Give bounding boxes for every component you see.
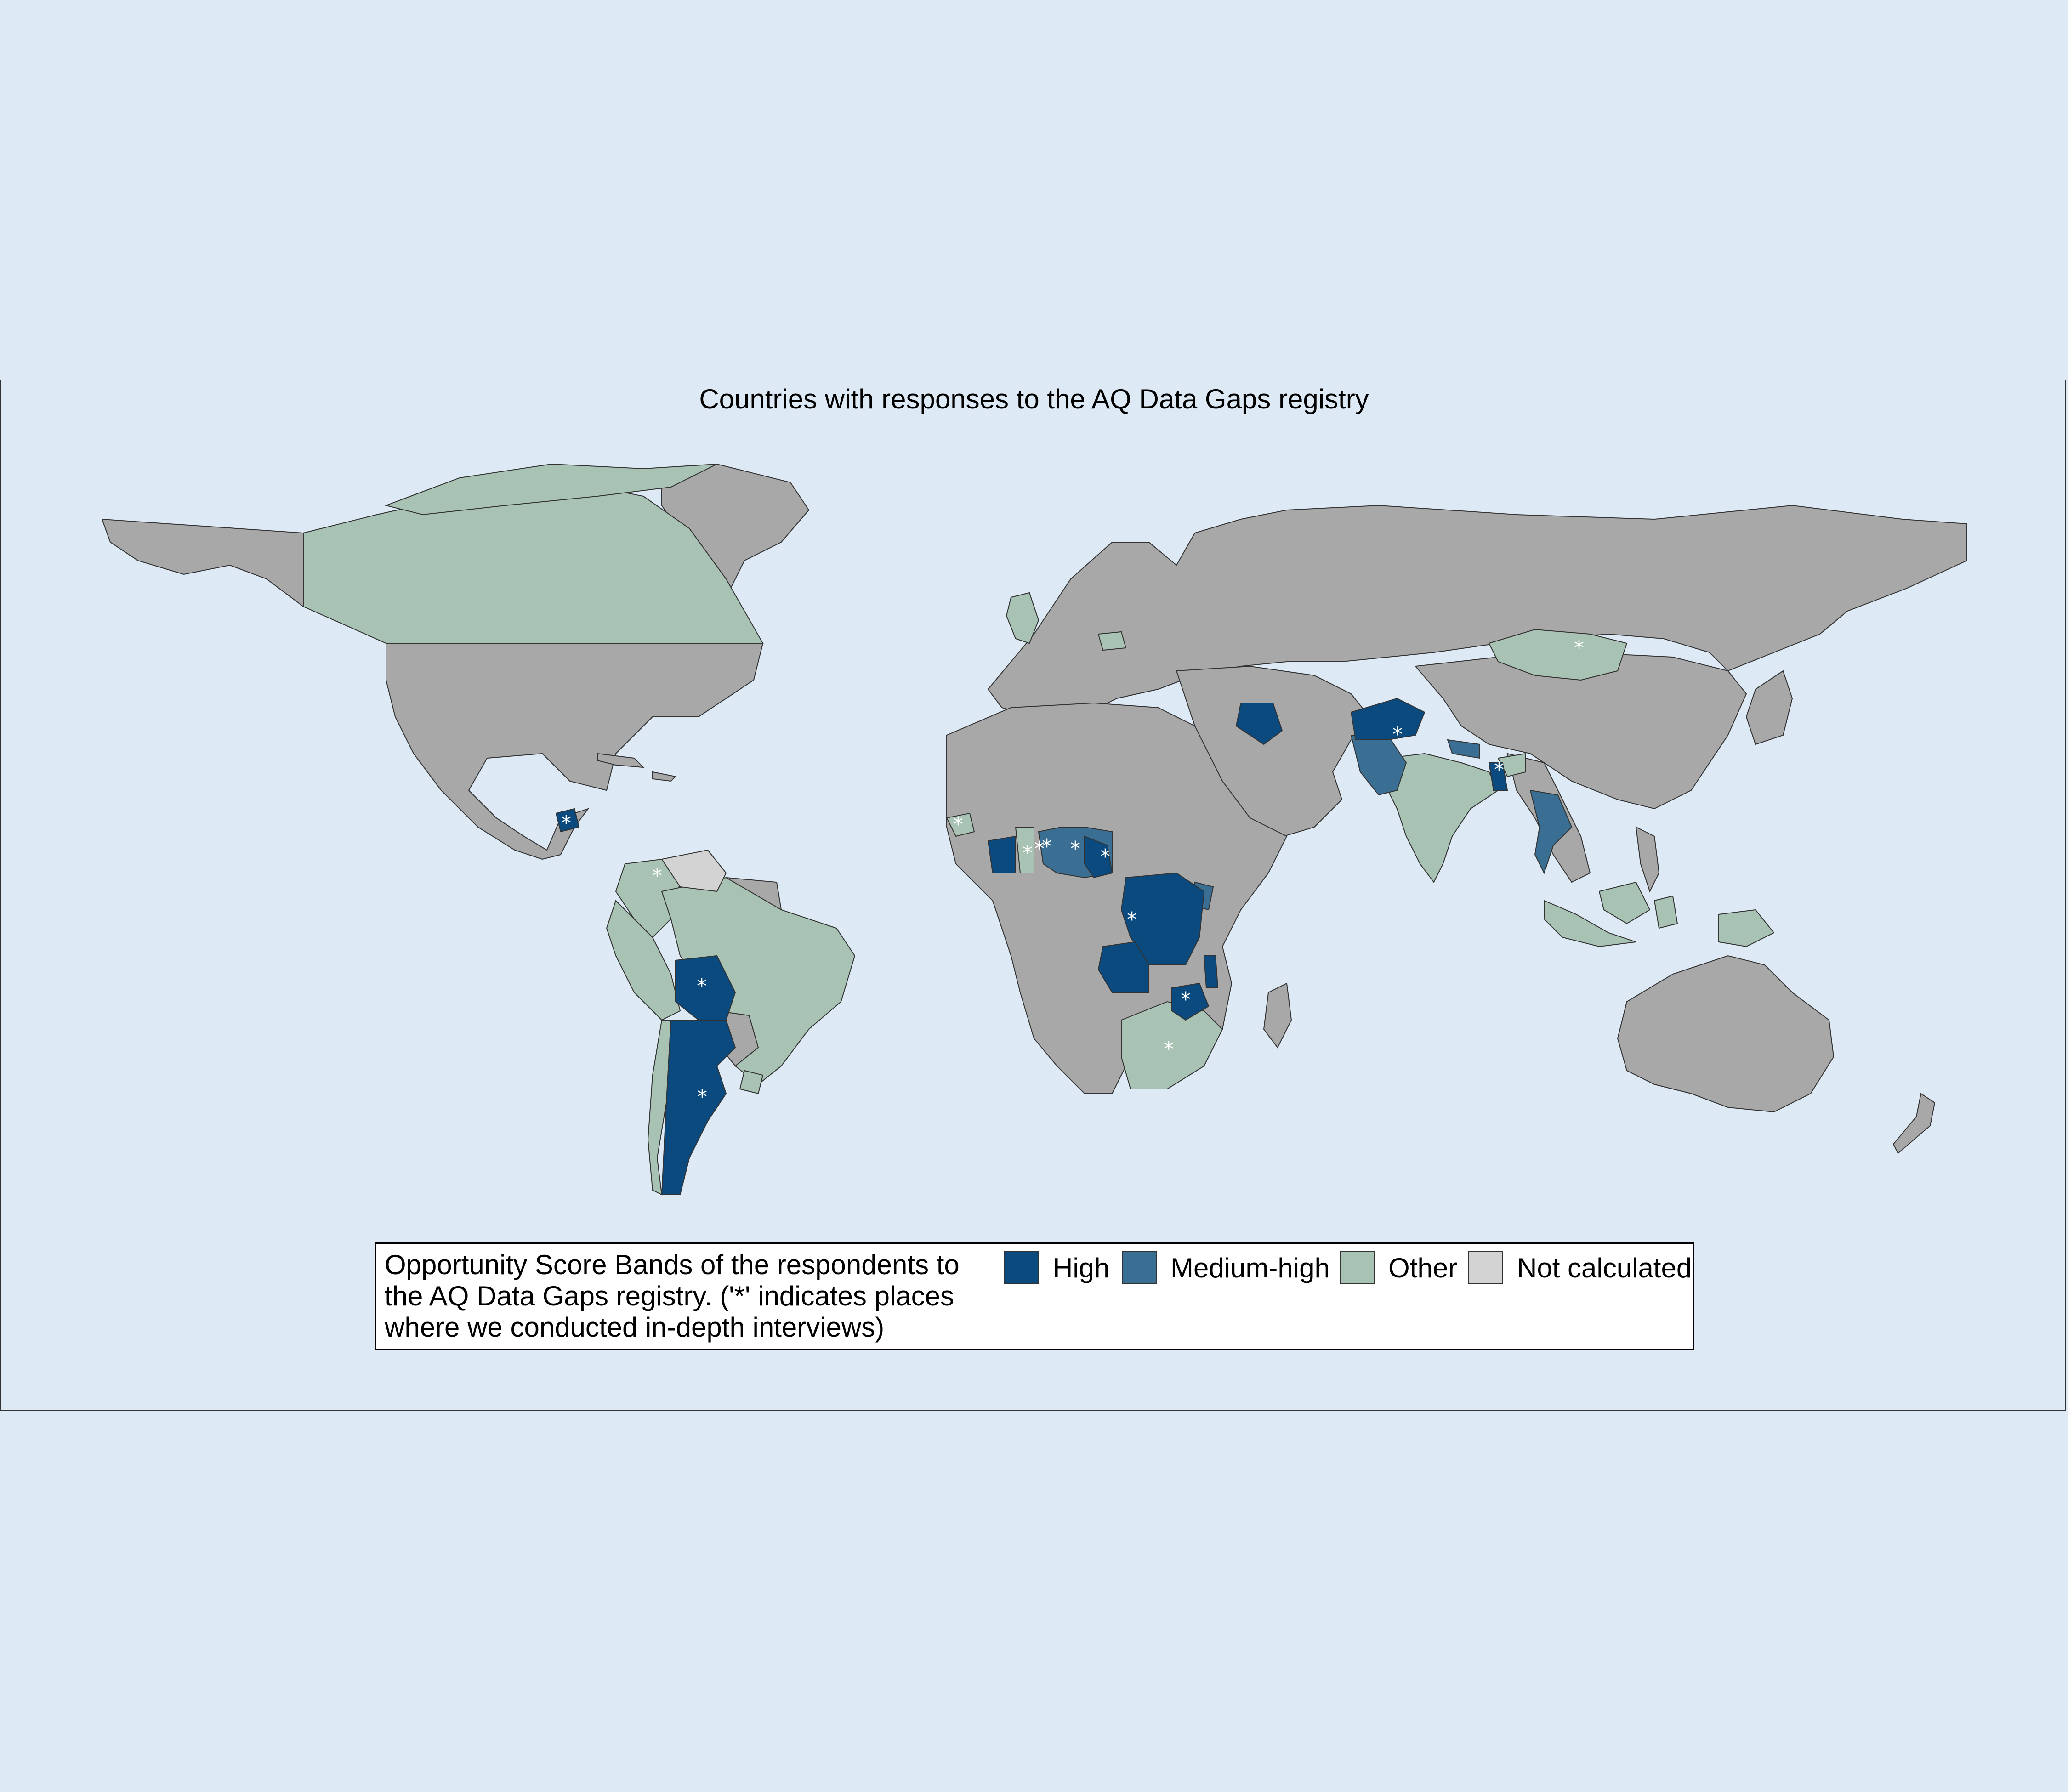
interview-marker-nigeria: * [1070, 837, 1080, 861]
high-band [555, 698, 1508, 1195]
country-dr-congo [1120, 872, 1205, 965]
country-mongolia [1488, 629, 1628, 681]
legend-title: Opportunity Score Bands of the responden… [385, 1249, 960, 1343]
legend: Opportunity Score Bands of the responden… [375, 1242, 1694, 1350]
country-cameroon [1084, 835, 1113, 879]
other-band [303, 463, 1775, 1196]
country-indonesia [1544, 881, 1678, 947]
country-ghana [1015, 827, 1034, 873]
interview-marker-togo: * [1034, 837, 1045, 861]
legend-swatch-other [1340, 1251, 1375, 1284]
country-afghanistan [1350, 698, 1426, 740]
country-argentina [661, 1020, 736, 1195]
interview-marker-ghana: * [1023, 841, 1033, 865]
interview-markers: * * * * * * * * * * * * * * * * [561, 636, 1584, 1109]
country-cote-divoire [987, 835, 1016, 873]
legend-swatch-not-calculated [1468, 1251, 1503, 1284]
country-malawi [1203, 955, 1219, 988]
land-madagascar [1263, 982, 1292, 1049]
interview-marker-benin: * [1042, 835, 1052, 858]
interview-marker-bangladesh: * [1494, 758, 1504, 782]
not-calculated-band [661, 849, 727, 892]
interview-marker-colombia: * [652, 864, 662, 888]
legend-swatch-medium-high [1122, 1251, 1157, 1284]
legend-item-not-calculated: Not calculated [1468, 1251, 1692, 1284]
country-thailand [1529, 789, 1573, 874]
interview-marker-afghanistan: * [1392, 723, 1403, 746]
country-angola [1097, 941, 1149, 993]
land-new-zealand [1892, 1093, 1936, 1154]
land-alaska [101, 518, 304, 607]
country-papua-new-guinea [1718, 909, 1775, 947]
legend-item-medium-high: Medium-high [1122, 1251, 1330, 1284]
legend-item-high: High [1004, 1251, 1109, 1284]
country-bangladesh [1488, 762, 1508, 791]
country-zimbabwe [1171, 982, 1210, 1021]
interview-marker-south-africa: * [1164, 1038, 1174, 1061]
country-venezuela [661, 849, 727, 892]
no-response-land [101, 463, 1967, 1154]
land-japan [1745, 670, 1793, 745]
interview-marker-dr-congo: * [1127, 908, 1137, 931]
legend-label-not-calculated: Not calculated [1517, 1252, 1692, 1283]
interview-marker-guatemala: * [561, 811, 571, 835]
interview-marker-argentina: * [697, 1085, 707, 1109]
land-philippines [1635, 826, 1660, 893]
country-senegal [946, 812, 975, 837]
map-frame [0, 380, 2066, 1411]
medium-high-band [1038, 735, 1573, 911]
country-canada-islands [384, 463, 717, 516]
land-north-america [386, 643, 764, 860]
land-china [1415, 652, 1747, 810]
legend-label-medium-high: Medium-high [1170, 1252, 1330, 1283]
country-poland [1097, 631, 1127, 651]
legend-swatch-high [1004, 1251, 1039, 1284]
legend-label-high: High [1053, 1252, 1110, 1283]
country-guatemala [555, 808, 580, 833]
map-title: Countries with responses to the AQ Data … [699, 384, 1369, 414]
country-india [1387, 753, 1499, 883]
interview-marker-bolivia: * [697, 975, 707, 998]
legend-label-other: Other [1388, 1252, 1458, 1283]
land-australia [1617, 955, 1835, 1113]
country-uk [1006, 592, 1040, 644]
country-iraq [1235, 703, 1283, 745]
interview-marker-cameroon: * [1100, 845, 1110, 868]
interview-marker-senegal: * [953, 813, 963, 836]
country-nepal [1447, 739, 1480, 759]
interview-marker-zimbabwe: * [1181, 988, 1191, 1011]
land-caribbean [597, 753, 677, 782]
interview-marker-mongolia: * [1574, 636, 1584, 660]
legend-item-other: Other [1340, 1251, 1457, 1284]
country-uruguay [739, 1070, 764, 1094]
